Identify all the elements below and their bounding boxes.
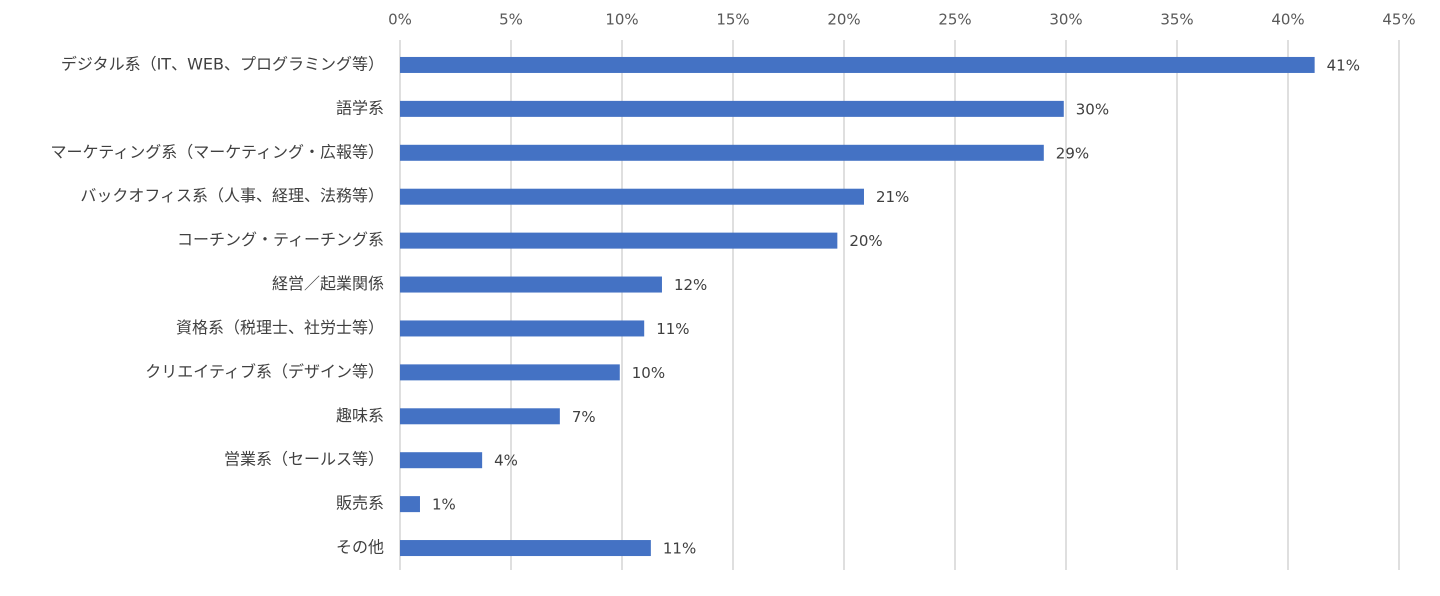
x-tick-label: 40% [1271,11,1304,29]
bar [400,56,1315,73]
bar [400,188,864,205]
x-tick-label: 45% [1382,11,1415,29]
x-tick-label: 25% [938,11,971,29]
data-label: 20% [849,232,882,250]
data-label: 1% [432,496,456,514]
y-tick-label: 趣味系 [336,406,384,425]
y-tick-label: その他 [336,538,384,557]
bar [400,144,1044,161]
y-tick-label: デジタル系（IT、WEB、プログラミング等） [61,54,384,73]
y-tick-label: マーケティング系（マーケティング・広報等） [51,142,384,161]
bar [400,320,645,337]
y-tick-label: 営業系（セールス等） [224,450,384,469]
x-tick-label: 15% [716,11,749,29]
bar [400,276,662,293]
bar [400,408,560,425]
y-tick-label: コーチング・ティーチング系 [177,230,384,249]
bar [400,540,651,557]
bar [400,100,1064,117]
data-label: 11% [656,320,689,338]
y-tick-label: バックオフィス系（人事、経理、法務等） [80,186,384,205]
data-label: 10% [632,364,665,382]
data-label: 29% [1056,144,1089,162]
y-tick-label: クリエイティブ系（デザイン等） [145,362,384,381]
y-tick-label: 語学系 [336,98,384,117]
data-label: 11% [663,540,696,558]
bar [400,496,420,513]
data-label: 21% [876,188,909,206]
x-tick-label: 0% [388,11,412,29]
x-tick-label: 35% [1160,11,1193,29]
data-label: 12% [674,276,707,294]
bar [400,364,620,381]
x-tick-label: 5% [499,11,523,29]
data-label: 4% [494,452,518,470]
data-label: 41% [1327,56,1360,74]
data-label: 30% [1076,100,1109,118]
y-tick-label: 経営／起業関係 [272,274,384,293]
bar [400,232,838,249]
x-tick-label: 10% [605,11,638,29]
data-label: 7% [572,408,596,426]
y-tick-label: 販売系 [336,494,384,513]
x-tick-label: 20% [827,11,860,29]
y-tick-label: 資格系（税理士、社労士等） [176,318,384,337]
x-tick-label: 30% [1049,11,1082,29]
bar [400,452,483,469]
